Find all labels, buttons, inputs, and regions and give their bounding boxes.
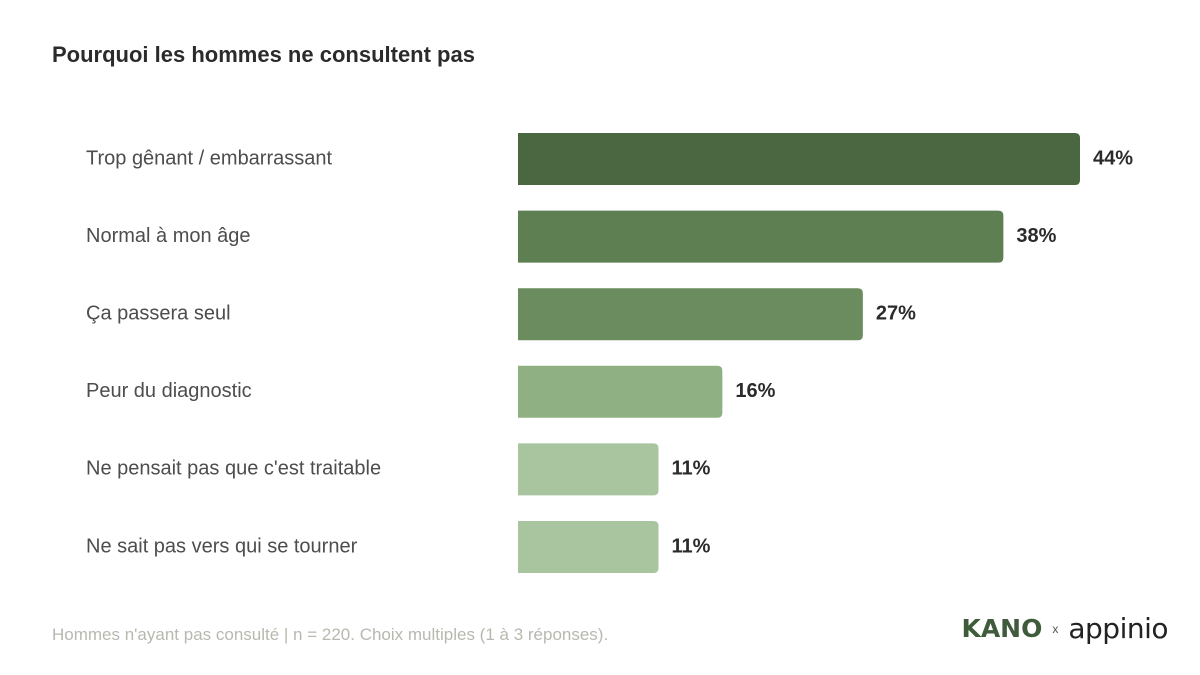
category-label: Normal à mon âge [86, 225, 251, 247]
brand-logos: KANO x appinio [961, 612, 1168, 645]
category-label: Ne pensait pas que c'est traitable [86, 458, 381, 480]
category-label: Peur du diagnostic [86, 380, 252, 402]
bar [518, 288, 863, 341]
bar [518, 521, 659, 573]
bar [518, 443, 659, 496]
footnote: Hommes n'ayant pas consulté | n = 220. C… [52, 625, 609, 644]
value-label: 11% [672, 535, 711, 557]
value-label: 11% [672, 458, 711, 480]
bar [518, 365, 723, 418]
value-label: 38% [1016, 225, 1056, 247]
value-label: 44% [1093, 147, 1133, 169]
kano-logo: KANO [961, 614, 1043, 643]
logo-separator: x [1052, 621, 1059, 636]
value-label: 16% [735, 380, 775, 402]
category-label: Ne sait pas vers qui se tourner [86, 535, 358, 557]
category-label: Trop gênant / embarrassant [86, 147, 332, 169]
bar [518, 210, 1004, 263]
chart-title: Pourquoi les hommes ne consultent pas [52, 42, 475, 67]
appinio-logo: appinio [1068, 612, 1168, 645]
value-label: 27% [876, 302, 916, 324]
category-label: Ça passera seul [86, 302, 231, 324]
bar [518, 133, 1080, 185]
